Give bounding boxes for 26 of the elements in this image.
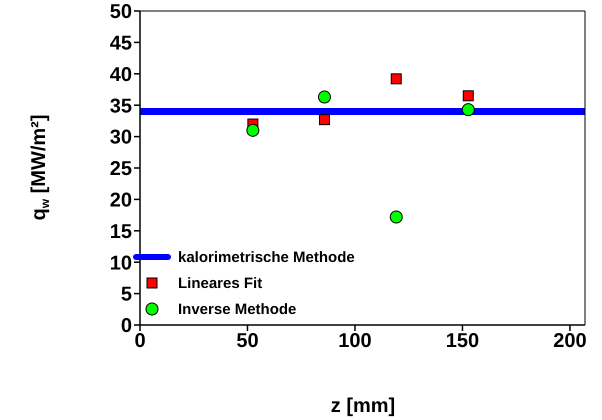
- point: [318, 114, 330, 126]
- y-tick-label: 35: [110, 95, 132, 118]
- y-tick-label: 25: [110, 158, 132, 180]
- x-axis-title: z [mm]: [330, 395, 396, 417]
- legend-label: Lineares Fit: [178, 274, 262, 292]
- y-tick-label: 50: [110, 1, 132, 24]
- y-tick-label: 40: [110, 64, 132, 86]
- point: [246, 124, 260, 137]
- y-tick-label: 20: [110, 190, 132, 212]
- y-tick-label: 10: [110, 252, 132, 274]
- point: [390, 210, 403, 224]
- y-tick-label: 30: [110, 126, 132, 149]
- point: [318, 90, 331, 104]
- y-tick-label: 45: [110, 32, 132, 54]
- legend-label: Inverse Methode: [178, 300, 296, 318]
- point: [462, 90, 474, 102]
- x-tick-label: 100: [338, 330, 372, 352]
- point: [462, 103, 475, 116]
- y-tick-label: 15: [110, 220, 132, 243]
- x-tick-label: 50: [236, 330, 259, 352]
- point: [390, 73, 402, 84]
- x-tick-label: 150: [446, 330, 480, 352]
- x-tick-label: 200: [553, 330, 587, 352]
- legend-label: kalorimetrische Methode: [178, 248, 355, 266]
- y-tick-label: 0: [120, 315, 132, 338]
- y-tick-label: 5: [120, 284, 132, 306]
